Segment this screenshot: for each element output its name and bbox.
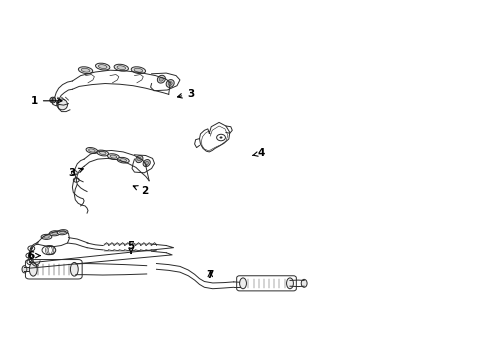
Ellipse shape [137, 157, 141, 161]
Ellipse shape [49, 231, 60, 236]
Ellipse shape [99, 152, 106, 154]
Ellipse shape [43, 235, 49, 238]
Ellipse shape [110, 155, 117, 158]
Ellipse shape [134, 68, 142, 72]
Ellipse shape [78, 67, 93, 74]
Ellipse shape [144, 161, 148, 165]
Ellipse shape [52, 232, 58, 235]
Ellipse shape [159, 77, 163, 81]
Text: 5: 5 [127, 240, 134, 253]
Ellipse shape [22, 266, 27, 273]
Text: 6: 6 [27, 251, 40, 261]
Ellipse shape [166, 80, 174, 87]
Circle shape [219, 136, 222, 139]
Ellipse shape [239, 278, 246, 289]
Ellipse shape [95, 63, 110, 70]
Ellipse shape [114, 64, 128, 71]
Ellipse shape [136, 156, 142, 163]
Ellipse shape [81, 68, 90, 72]
Text: 3: 3 [177, 89, 194, 99]
Text: 1: 1 [31, 96, 62, 106]
Ellipse shape [107, 154, 119, 159]
Circle shape [28, 255, 31, 257]
Ellipse shape [117, 157, 129, 163]
Ellipse shape [88, 149, 95, 152]
Circle shape [29, 261, 32, 263]
Ellipse shape [143, 159, 150, 167]
Ellipse shape [98, 65, 107, 68]
Ellipse shape [157, 75, 165, 83]
Ellipse shape [70, 262, 78, 276]
Ellipse shape [41, 234, 52, 239]
Text: 7: 7 [206, 270, 214, 280]
Ellipse shape [117, 66, 125, 69]
Text: 4: 4 [252, 148, 265, 158]
Ellipse shape [131, 67, 145, 74]
Ellipse shape [57, 230, 68, 235]
Ellipse shape [120, 159, 126, 162]
Text: 2: 2 [133, 186, 147, 196]
Ellipse shape [86, 148, 98, 153]
Ellipse shape [57, 99, 67, 110]
Circle shape [30, 247, 33, 249]
Ellipse shape [29, 262, 37, 276]
Ellipse shape [97, 150, 108, 156]
Ellipse shape [168, 82, 172, 85]
Ellipse shape [60, 231, 65, 234]
Ellipse shape [50, 97, 56, 103]
Ellipse shape [301, 279, 306, 287]
Text: 3: 3 [69, 168, 83, 178]
Ellipse shape [286, 278, 293, 289]
